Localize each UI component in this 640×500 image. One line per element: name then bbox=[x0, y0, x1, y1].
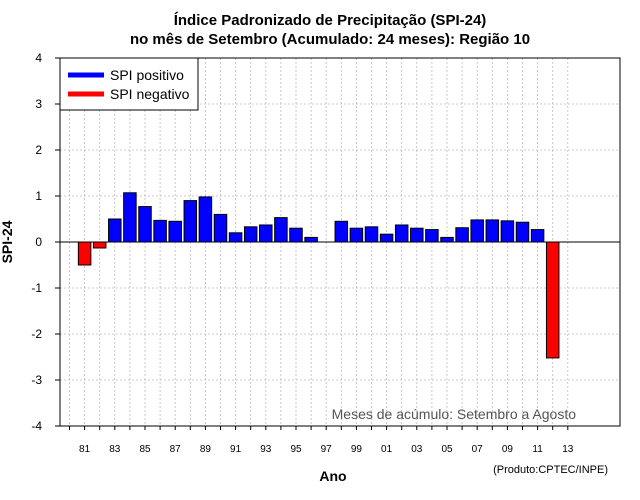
product-credit: (Produto:CPTEC/INPE) bbox=[493, 464, 608, 476]
y-tick-label: 2 bbox=[35, 143, 42, 157]
bar-1993 bbox=[259, 224, 273, 243]
bar-2007 bbox=[470, 219, 484, 243]
y-tick-label: 4 bbox=[35, 51, 42, 65]
plot-frame bbox=[59, 57, 621, 427]
x-tick-label: 01 bbox=[381, 444, 393, 455]
bar-1987 bbox=[168, 220, 182, 243]
legend: SPI positivo SPI negativo bbox=[59, 57, 199, 111]
x-tick-label: 07 bbox=[472, 444, 484, 455]
bar-2001 bbox=[379, 233, 394, 243]
x-tick-label: 89 bbox=[200, 444, 212, 455]
bar-1992 bbox=[243, 226, 258, 243]
x-tick-label: 97 bbox=[321, 444, 333, 455]
bar-2006 bbox=[455, 227, 469, 243]
bar-1985 bbox=[138, 206, 152, 243]
bar-1983 bbox=[108, 218, 122, 243]
y-axis-ticks: 4 3 2 1 0 -1 -2 -3 -4 bbox=[31, 51, 60, 433]
x-tick-label: 91 bbox=[230, 444, 242, 455]
y-tick-label: -1 bbox=[31, 281, 42, 295]
x-tick-label: 13 bbox=[562, 444, 574, 455]
x-tick-label: 05 bbox=[441, 444, 453, 455]
x-tick-label: 85 bbox=[139, 444, 151, 455]
accumulation-note: Meses de acúmulo: Setembro a Agosto bbox=[332, 406, 577, 422]
bar-1994 bbox=[274, 217, 288, 243]
bar-1996 bbox=[304, 236, 318, 243]
x-tick-label: 81 bbox=[79, 444, 91, 455]
x-tick-label: 87 bbox=[170, 444, 182, 455]
y-tick-label: -4 bbox=[31, 419, 42, 433]
x-tick-label: 93 bbox=[260, 444, 272, 455]
bar-1989 bbox=[198, 196, 213, 243]
x-axis-ticks: 81 83 85 87 89 91 93 95 97 99 01 03 05 07 09 11 13 bbox=[69, 426, 574, 455]
bar-2002 bbox=[394, 224, 409, 243]
bar-2011 bbox=[530, 229, 545, 243]
chart-title-line2: no mês de Setembro (Acumulado: 24 meses)… bbox=[130, 31, 530, 48]
x-tick-label: 09 bbox=[502, 444, 514, 455]
legend-box bbox=[59, 57, 199, 111]
x-tick-label: 99 bbox=[351, 444, 363, 455]
bar-1995 bbox=[289, 227, 303, 243]
y-axis-label: SPI-24 bbox=[0, 220, 15, 263]
bar-2004 bbox=[425, 229, 439, 243]
x-tick-label: 83 bbox=[109, 444, 121, 455]
bar-1998 bbox=[334, 220, 349, 243]
bar-1984 bbox=[123, 192, 137, 243]
bar-1982 bbox=[92, 241, 107, 249]
x-tick-label: 11 bbox=[532, 444, 543, 455]
bar-2008 bbox=[485, 219, 500, 243]
bar-2009 bbox=[500, 220, 515, 243]
bar-1981 bbox=[77, 241, 92, 266]
bar-2000 bbox=[364, 226, 379, 243]
legend-label-positive: SPI positivo bbox=[110, 67, 184, 83]
bar-2003 bbox=[410, 227, 424, 243]
legend-label-negative: SPI negativo bbox=[110, 86, 190, 102]
x-tick-label: 03 bbox=[411, 444, 423, 455]
y-tick-label: 0 bbox=[35, 235, 42, 249]
bar-1990 bbox=[213, 213, 228, 243]
y-tick-label: 1 bbox=[35, 189, 42, 203]
bar-1988 bbox=[183, 200, 198, 243]
bar-1986 bbox=[153, 219, 167, 243]
bar-2005 bbox=[440, 236, 454, 243]
y-tick-label: -2 bbox=[31, 327, 42, 341]
bar-1999 bbox=[349, 227, 364, 243]
chart-title-line1: Índice Padronizado de Precipitação (SPI-… bbox=[174, 12, 487, 29]
x-tick-label: 95 bbox=[290, 444, 302, 455]
bar-1991 bbox=[228, 232, 243, 243]
bar-2010 bbox=[515, 221, 530, 243]
x-axis-label: Ano bbox=[319, 468, 346, 484]
bar-2012 bbox=[545, 241, 560, 359]
y-tick-label: 3 bbox=[35, 97, 42, 111]
bars bbox=[77, 192, 560, 359]
y-tick-label: -3 bbox=[31, 373, 42, 387]
